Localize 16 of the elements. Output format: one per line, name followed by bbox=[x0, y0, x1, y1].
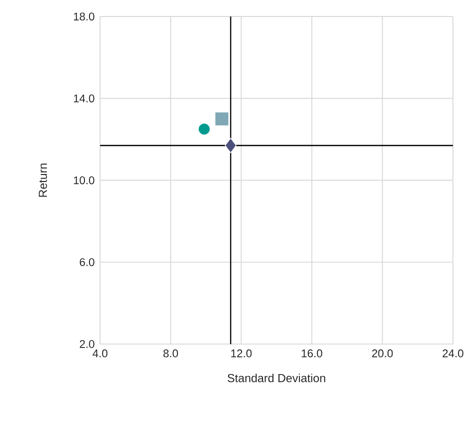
y-tick-label: 14.0 bbox=[74, 94, 94, 102]
x-tick-label: 16.0 bbox=[302, 350, 322, 358]
x-tick-label: 8.0 bbox=[163, 350, 178, 358]
y-tick-label: 6.0 bbox=[80, 258, 94, 266]
x-tick-label: 24.0 bbox=[442, 350, 464, 358]
x-tick-label: 4.0 bbox=[92, 350, 108, 358]
y-tick-label: 18.0 bbox=[74, 12, 94, 21]
point bbox=[198, 124, 210, 135]
x-tick-label: 20.0 bbox=[372, 350, 393, 358]
point bbox=[224, 138, 236, 154]
y-tick-label: 2.0 bbox=[80, 340, 94, 348]
y-axis-title: Return bbox=[38, 164, 47, 197]
x-axis-title: Standard Deviation bbox=[228, 374, 326, 382]
y-tick-label: 10.0 bbox=[74, 176, 94, 184]
point bbox=[215, 112, 228, 126]
x-tick-label: 12.0 bbox=[231, 350, 252, 358]
